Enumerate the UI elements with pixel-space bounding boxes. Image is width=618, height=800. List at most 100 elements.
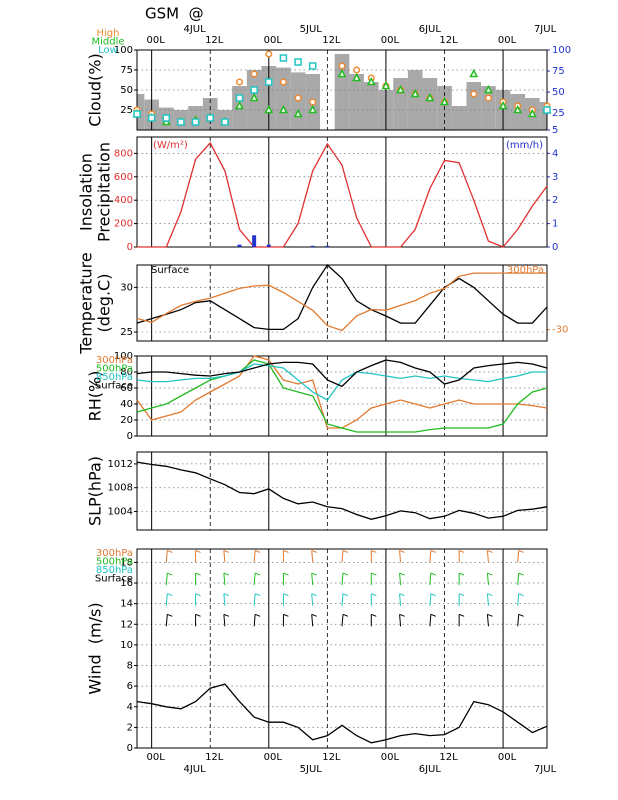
y-axis-label: Wind (m/s) xyxy=(86,602,105,694)
precip-bar xyxy=(310,245,315,247)
middle-cloud-marker xyxy=(337,68,347,78)
series-line xyxy=(136,355,548,429)
y-tick-label: 400 xyxy=(114,195,133,206)
y-tick-label: 30 xyxy=(120,282,133,293)
wind-barb xyxy=(458,613,465,627)
y-tick-label: 200 xyxy=(114,219,133,230)
wind-barb xyxy=(429,572,437,586)
date-label: 7JUL xyxy=(534,764,557,775)
middle-cloud-marker xyxy=(425,92,435,102)
precip-bar xyxy=(266,244,271,247)
date-label: 4JUL xyxy=(183,24,206,35)
middle-cloud-marker xyxy=(396,84,406,94)
precip-bar xyxy=(325,245,330,247)
y-tick-label: 25 xyxy=(120,327,133,338)
panel-frame xyxy=(136,136,548,248)
low-cloud-marker xyxy=(308,62,317,70)
wind-barb xyxy=(458,572,465,586)
y2-tick-label: 4 xyxy=(552,148,558,159)
y-tick-label: 12 xyxy=(120,619,133,630)
series-line xyxy=(136,264,548,331)
y-axis-label: SLP(hPa) xyxy=(86,456,105,526)
middle-cloud-marker xyxy=(483,84,493,94)
wind-barb xyxy=(486,613,493,627)
x-tick-label: 00L xyxy=(264,752,283,763)
legend-entry: 300hPa xyxy=(96,548,133,559)
series-line xyxy=(137,141,548,248)
middle-cloud-marker xyxy=(235,100,244,110)
y-axis-label: Temperature xyxy=(77,252,96,354)
y-tick-label: 1012 xyxy=(108,459,133,470)
high-cloud-marker xyxy=(484,94,492,102)
y-tick-label: 0 xyxy=(127,743,133,754)
y-tick-label: 8 xyxy=(127,661,133,672)
wind-barb xyxy=(282,572,289,586)
low-cloud-marker xyxy=(294,58,302,66)
wind-barb xyxy=(429,613,437,627)
y-tick-label: 6 xyxy=(127,681,133,692)
y-tick-label: 0 xyxy=(127,431,133,442)
y-tick-label: 40 xyxy=(120,399,133,410)
wind-barb xyxy=(370,593,377,606)
wind-barb xyxy=(370,572,377,586)
legend-entry: 300hPa xyxy=(507,265,544,276)
y-tick-label: 100 xyxy=(114,45,133,56)
wind-barb xyxy=(341,593,349,606)
wind-barb xyxy=(370,613,377,627)
y2-tick-label: 50 xyxy=(552,87,565,98)
low-cloud-marker xyxy=(279,54,288,62)
cloud-bar xyxy=(407,70,423,130)
wind-barb xyxy=(311,549,317,563)
wind-barb xyxy=(195,613,201,627)
wind-barb xyxy=(195,593,201,606)
wind-barb xyxy=(253,613,261,627)
middle-cloud-marker xyxy=(366,76,376,86)
low-cloud-marker xyxy=(250,86,258,94)
wind-barb xyxy=(429,593,437,606)
wind-barb xyxy=(311,613,317,627)
high-cloud-marker xyxy=(279,78,287,86)
high-cloud-marker xyxy=(470,90,478,98)
y-unit: (W/m²) xyxy=(153,140,188,151)
cloud-bar xyxy=(276,67,291,130)
precip-bar xyxy=(237,244,242,247)
wind-barb xyxy=(429,549,437,563)
cloud-bar xyxy=(363,82,379,130)
wind-barb xyxy=(253,549,261,563)
wind-barb xyxy=(341,613,349,627)
middle-cloud-marker xyxy=(308,104,318,114)
middle-cloud-marker xyxy=(352,72,362,82)
low-cloud-marker xyxy=(206,114,214,122)
legend-entry: Surface xyxy=(95,574,133,585)
x-tick-label: 00L xyxy=(264,35,283,46)
middle-cloud-marker xyxy=(264,104,274,114)
date-label: 7JUL xyxy=(534,24,557,35)
wind-barb xyxy=(458,593,465,606)
wind-barb xyxy=(253,572,261,586)
precip-bar xyxy=(252,235,257,247)
middle-cloud-marker xyxy=(498,100,508,110)
y2-tick-label: 5 xyxy=(552,125,558,136)
low-cloud-marker xyxy=(191,118,200,126)
cloud-bar xyxy=(334,54,350,130)
series-line xyxy=(136,359,548,388)
wind-barb xyxy=(223,613,230,627)
high-cloud-marker xyxy=(353,66,361,74)
y-axis-label: (deg.C) xyxy=(95,274,114,333)
y-tick-label: 1008 xyxy=(108,483,133,494)
high-cloud-marker xyxy=(309,98,317,106)
legend-entry: 500hPa xyxy=(96,364,133,375)
low-cloud-marker xyxy=(133,110,141,118)
x-tick-label: 00L xyxy=(146,752,165,763)
wind-barb xyxy=(253,593,261,606)
series-line xyxy=(136,272,547,332)
wind-barb xyxy=(517,549,524,563)
wind-barb xyxy=(341,549,349,563)
legend-entry: Middle xyxy=(91,37,124,48)
legend-entry: 300hPa xyxy=(96,355,133,366)
wind-barb xyxy=(165,613,173,627)
wind-barb xyxy=(311,572,317,586)
y-tick-label: 14 xyxy=(120,599,133,610)
wind-barb xyxy=(195,572,201,586)
y-axis-label: Precipitation xyxy=(95,142,114,242)
